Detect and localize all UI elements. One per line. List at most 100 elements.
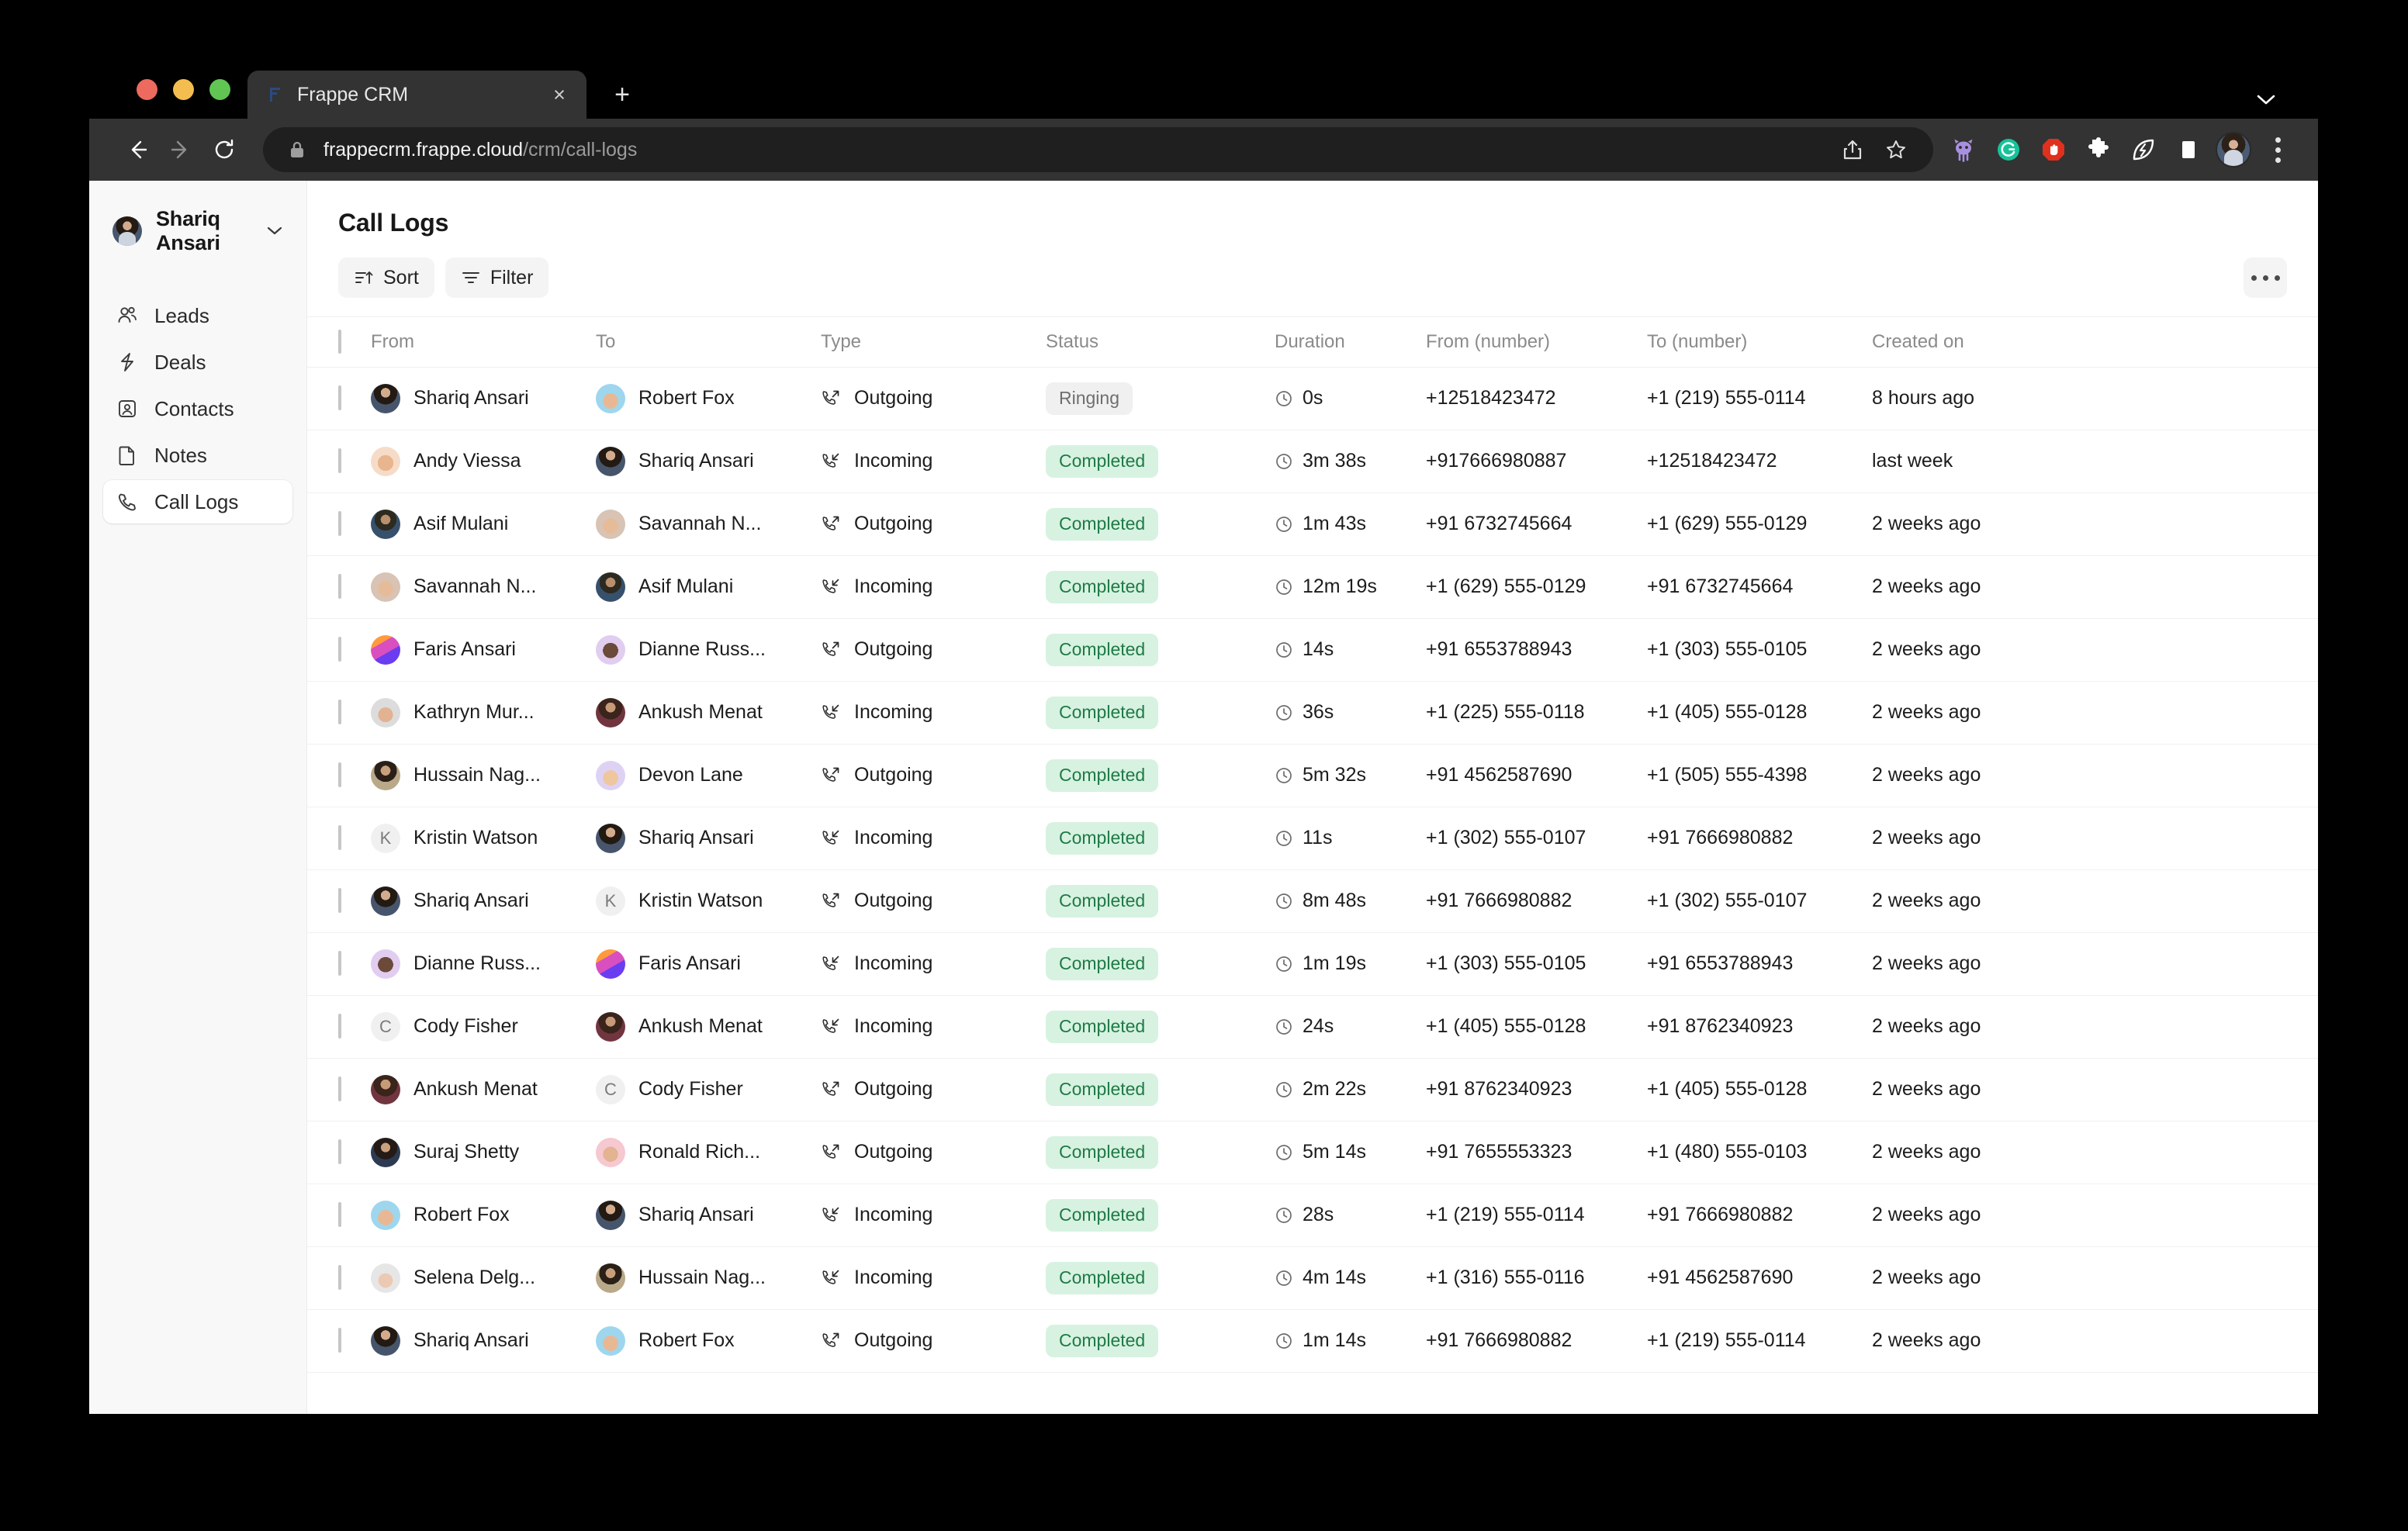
sidebar-item-call-logs[interactable]: Call Logs: [103, 480, 292, 524]
to-name: Shariq Ansari: [638, 1204, 754, 1225]
forward-icon[interactable]: [159, 128, 202, 171]
more-options-icon[interactable]: [2244, 257, 2287, 298]
row-checkbox[interactable]: [338, 762, 341, 787]
to-name: Robert Fox: [638, 1329, 735, 1351]
adblock-icon[interactable]: [2034, 130, 2073, 169]
table-row[interactable]: Selena Delg... Hussain Nag... Incoming Comp…: [307, 1246, 2318, 1310]
table-row[interactable]: Faris Ansari Dianne Russ... Outgoing Comple…: [307, 618, 2318, 682]
side-panel-icon[interactable]: [2169, 130, 2208, 169]
column-header-created-on[interactable]: Created on: [1872, 317, 2318, 368]
address-bar[interactable]: frappecrm.frappe.cloud/crm/call-logs: [263, 127, 1933, 172]
table-row[interactable]: K Kristin Watson Shariq Ansari Incoming Comp…: [307, 807, 2318, 870]
from-name: Ankush Menat: [413, 1078, 538, 1100]
table-row[interactable]: Suraj Shetty Ronald Rich... Outgoing Comple…: [307, 1121, 2318, 1184]
chevron-down-icon: [266, 226, 283, 237]
sidebar-item-leads[interactable]: Leads: [103, 294, 292, 337]
row-checkbox[interactable]: [338, 1014, 341, 1039]
sidebar-item-deals[interactable]: Deals: [103, 340, 292, 384]
row-checkbox[interactable]: [338, 1328, 341, 1353]
row-checkbox[interactable]: [338, 448, 341, 473]
row-checkbox[interactable]: [338, 574, 341, 599]
row-checkbox[interactable]: [338, 888, 341, 913]
row-checkbox[interactable]: [338, 385, 341, 410]
user-switcher[interactable]: Shariq Ansari: [103, 198, 292, 264]
column-header-to-number[interactable]: To (number): [1647, 317, 1872, 368]
table-row[interactable]: Andy Viessa Shariq Ansari Incoming Complete…: [307, 430, 2318, 493]
close-tab-icon[interactable]: ×: [553, 82, 566, 106]
maximize-window-button[interactable]: [209, 79, 230, 100]
chevron-down-icon[interactable]: [2256, 94, 2276, 106]
cell-to-number: +1 (629) 555-0129: [1647, 492, 1872, 556]
table-row[interactable]: Robert Fox Shariq Ansari Incoming Completed…: [307, 1184, 2318, 1247]
cell-type: Outgoing: [821, 367, 1046, 430]
table-row[interactable]: Ankush Menat C Cody Fisher Outgoing Complete…: [307, 1058, 2318, 1121]
avatar: [596, 1137, 625, 1167]
select-all-checkbox[interactable]: [338, 329, 341, 354]
avatar: [371, 383, 400, 413]
cell-from: Suraj Shetty: [371, 1121, 596, 1184]
duration-value: 24s: [1303, 1015, 1334, 1037]
profile-avatar[interactable]: [2216, 132, 2251, 168]
type-label: Outgoing: [854, 1141, 933, 1163]
share-icon[interactable]: [1832, 130, 1873, 170]
cell-duration: 28s: [1275, 1184, 1426, 1247]
back-icon[interactable]: [116, 128, 159, 171]
table-row[interactable]: C Cody Fisher Ankush Menat Incoming Complete…: [307, 995, 2318, 1059]
table-row[interactable]: Shariq Ansari Robert Fox Outgoing Completed…: [307, 1309, 2318, 1373]
table-row[interactable]: Kathryn Mur... Ankush Menat Incoming Comple…: [307, 681, 2318, 745]
row-checkbox[interactable]: [338, 700, 341, 724]
table-row[interactable]: Hussain Nag... Devon Lane Outgoing Complete…: [307, 744, 2318, 807]
row-checkbox[interactable]: [338, 1139, 341, 1164]
status-badge: Completed: [1046, 884, 1159, 918]
minimize-window-button[interactable]: [173, 79, 194, 100]
sidebar-item-notes[interactable]: Notes: [103, 434, 292, 477]
browser-tab-frappe-crm[interactable]: Frappe CRM ×: [247, 71, 586, 119]
cell-from: Kathryn Mur...: [371, 681, 596, 745]
column-header-duration[interactable]: Duration: [1275, 317, 1426, 368]
new-tab-button[interactable]: +: [614, 80, 630, 109]
table-row[interactable]: Asif Mulani Savannah N... Outgoing Complete…: [307, 492, 2318, 556]
row-checkbox[interactable]: [338, 1202, 341, 1227]
close-window-button[interactable]: [137, 79, 157, 100]
column-header-from-number[interactable]: From (number): [1426, 317, 1647, 368]
bookmark-star-icon[interactable]: [1876, 130, 1916, 170]
row-checkbox[interactable]: [338, 511, 341, 536]
kebab-menu-icon[interactable]: [2261, 137, 2295, 163]
table-row[interactable]: Dianne Russ... Faris Ansari Incoming Comple…: [307, 932, 2318, 996]
outgoing-call-icon: [821, 1331, 841, 1351]
sort-button[interactable]: Sort: [338, 257, 434, 298]
to-name: Ronald Rich...: [638, 1141, 761, 1163]
column-header-to[interactable]: To: [596, 317, 821, 368]
row-checkbox[interactable]: [338, 951, 341, 976]
status-badge: Ringing: [1046, 382, 1133, 415]
avatar: [371, 697, 400, 727]
cell-to-number: +91 6553788943: [1647, 932, 1872, 996]
column-header-status[interactable]: Status: [1046, 317, 1275, 368]
row-checkbox[interactable]: [338, 1077, 341, 1101]
column-header-from[interactable]: From: [371, 317, 596, 368]
sidebar-item-contacts[interactable]: Contacts: [103, 387, 292, 430]
table-row[interactable]: Shariq Ansari K Kristin Watson Outgoing Comp…: [307, 869, 2318, 933]
note-page-icon: [116, 444, 139, 467]
cell-status: Ringing: [1046, 367, 1275, 430]
avatar: [596, 383, 625, 413]
table-row[interactable]: Savannah N... Asif Mulani Incoming Complete…: [307, 555, 2318, 619]
reload-icon[interactable]: [202, 128, 246, 171]
column-header-type[interactable]: Type: [821, 317, 1046, 368]
clock-icon: [1275, 641, 1293, 659]
row-checkbox[interactable]: [338, 1265, 341, 1290]
cell-from-number: +91 7655553323: [1426, 1121, 1647, 1184]
cell-duration: 4m 14s: [1275, 1246, 1426, 1310]
row-checkbox[interactable]: [338, 637, 341, 662]
octocat-icon[interactable]: [1944, 130, 1983, 169]
incoming-call-icon: [821, 577, 841, 597]
grammarly-icon[interactable]: [1989, 130, 2028, 169]
duration-value: 1m 14s: [1303, 1329, 1366, 1351]
table-row[interactable]: Shariq Ansari Robert Fox Outgoing Ringing 0s…: [307, 367, 2318, 430]
row-checkbox[interactable]: [338, 825, 341, 850]
cell-from: Selena Delg...: [371, 1246, 596, 1310]
filter-button[interactable]: Filter: [445, 257, 549, 298]
cell-created-on: 2 weeks ago: [1872, 492, 2318, 556]
leaf-speed-icon[interactable]: [2124, 130, 2163, 169]
puzzle-extensions-icon[interactable]: [2079, 130, 2118, 169]
